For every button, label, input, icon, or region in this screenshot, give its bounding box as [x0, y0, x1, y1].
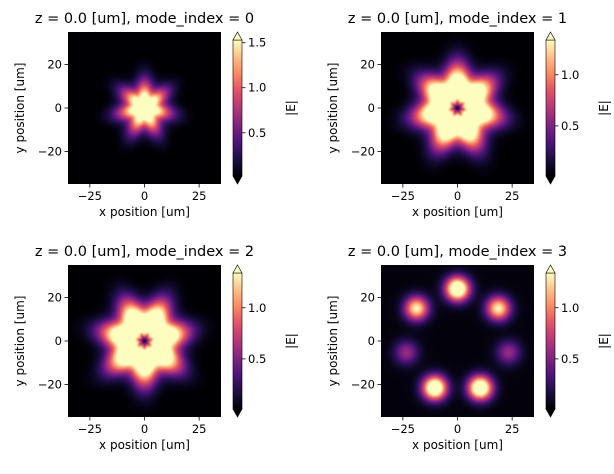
- colorbar-tick-label: 0.5: [561, 352, 579, 366]
- colorbar-tick-label: 1.0: [248, 301, 266, 315]
- x-axis-label: x position [um]: [99, 205, 190, 219]
- y-axis-label: y position [um]: [326, 296, 340, 387]
- colorbar-extend-min: [232, 408, 243, 418]
- colorbar-tick-label: 1.0: [248, 81, 266, 95]
- x-tick-label: 0: [454, 422, 461, 436]
- colorbar-label: |E|: [284, 100, 298, 116]
- colorbar-extend-min: [545, 175, 556, 185]
- x-tick-label: 0: [141, 422, 148, 436]
- x-tick-label: −25: [391, 422, 415, 436]
- y-axis-label: y position [um]: [13, 63, 27, 154]
- y-axis-label: y position [um]: [13, 296, 27, 387]
- x-tick-label: 25: [192, 189, 207, 203]
- colorbar-tick-label: 0.5: [561, 119, 579, 133]
- heatmap-image: [68, 32, 221, 184]
- heatmap-image: [381, 265, 534, 417]
- colorbar-tick-label: 0.5: [248, 352, 266, 366]
- subplot-title: z = 0.0 [um], mode_index = 1: [348, 11, 567, 27]
- colorbar-label: |E|: [597, 333, 611, 349]
- y-tick-label: 0: [368, 101, 375, 115]
- colorbar-gradient: [232, 272, 243, 410]
- colorbar-tick-label: 1.5: [248, 36, 266, 50]
- x-tick-label: −25: [391, 189, 415, 203]
- y-tick-label: −20: [351, 377, 375, 391]
- subplot-title: z = 0.0 [um], mode_index = 3: [348, 244, 567, 260]
- colorbar-extend-max: [232, 31, 243, 41]
- y-tick-label: 20: [360, 291, 375, 305]
- colorbar-extend-max: [545, 264, 556, 274]
- x-tick-label: −25: [78, 422, 102, 436]
- colorbar-gradient: [545, 39, 556, 177]
- colorbar-gradient: [545, 272, 556, 410]
- y-tick-label: 20: [47, 291, 62, 305]
- y-tick-label: −20: [38, 144, 62, 158]
- colorbar-gradient: [232, 39, 243, 177]
- colorbar: 0.5 1.0 1.5 |E|: [232, 31, 298, 185]
- colorbar: 0.5 1.0 |E|: [545, 264, 611, 418]
- x-tick-label: 0: [454, 189, 461, 203]
- y-tick-label: 0: [55, 101, 62, 115]
- y-tick-label: 0: [55, 334, 62, 348]
- colorbar: 0.5 1.0 |E|: [232, 264, 298, 418]
- x-tick-label: 0: [141, 189, 148, 203]
- colorbar-extend-min: [232, 175, 243, 185]
- colorbar-tick-label: 1.0: [561, 301, 579, 315]
- subplot-0: z = 0.0 [um], mode_index = 0 −25 0 25 −20 0 20…: [13, 11, 298, 219]
- colorbar: 0.5 1.0 |E|: [545, 31, 611, 185]
- x-axis-label: x position [um]: [412, 205, 503, 219]
- y-axis-label: y position [um]: [326, 63, 340, 154]
- subplot-title: z = 0.0 [um], mode_index = 2: [35, 244, 254, 260]
- colorbar-tick-label: 1.0: [561, 68, 579, 82]
- heatmap-image: [68, 265, 221, 417]
- colorbar-label: |E|: [284, 333, 298, 349]
- x-tick-label: −25: [78, 189, 102, 203]
- colorbar-extend-min: [545, 408, 556, 418]
- y-tick-label: −20: [351, 144, 375, 158]
- x-axis-label: x position [um]: [412, 438, 503, 452]
- y-tick-label: 20: [47, 58, 62, 72]
- subplot-title: z = 0.0 [um], mode_index = 0: [35, 11, 254, 27]
- x-tick-label: 25: [505, 189, 520, 203]
- subplot-2: z = 0.0 [um], mode_index = 2 −25 0 25 −20 0 20…: [13, 244, 298, 452]
- colorbar-tick-label: 0.5: [248, 126, 266, 140]
- x-tick-label: 25: [192, 422, 207, 436]
- y-tick-label: 20: [360, 58, 375, 72]
- colorbar-extend-max: [232, 264, 243, 274]
- heatmap-image: [381, 32, 534, 184]
- colorbar-extend-max: [545, 31, 556, 41]
- x-tick-label: 25: [505, 422, 520, 436]
- subplot-3: z = 0.0 [um], mode_index = 3 −25 0 25 −20 0 20…: [326, 244, 611, 452]
- colorbar-label: |E|: [597, 100, 611, 116]
- subplot-1: z = 0.0 [um], mode_index = 1 −25 0 25 −20 0 20…: [326, 11, 611, 219]
- y-tick-label: 0: [368, 334, 375, 348]
- y-tick-label: −20: [38, 377, 62, 391]
- x-axis-label: x position [um]: [99, 438, 190, 452]
